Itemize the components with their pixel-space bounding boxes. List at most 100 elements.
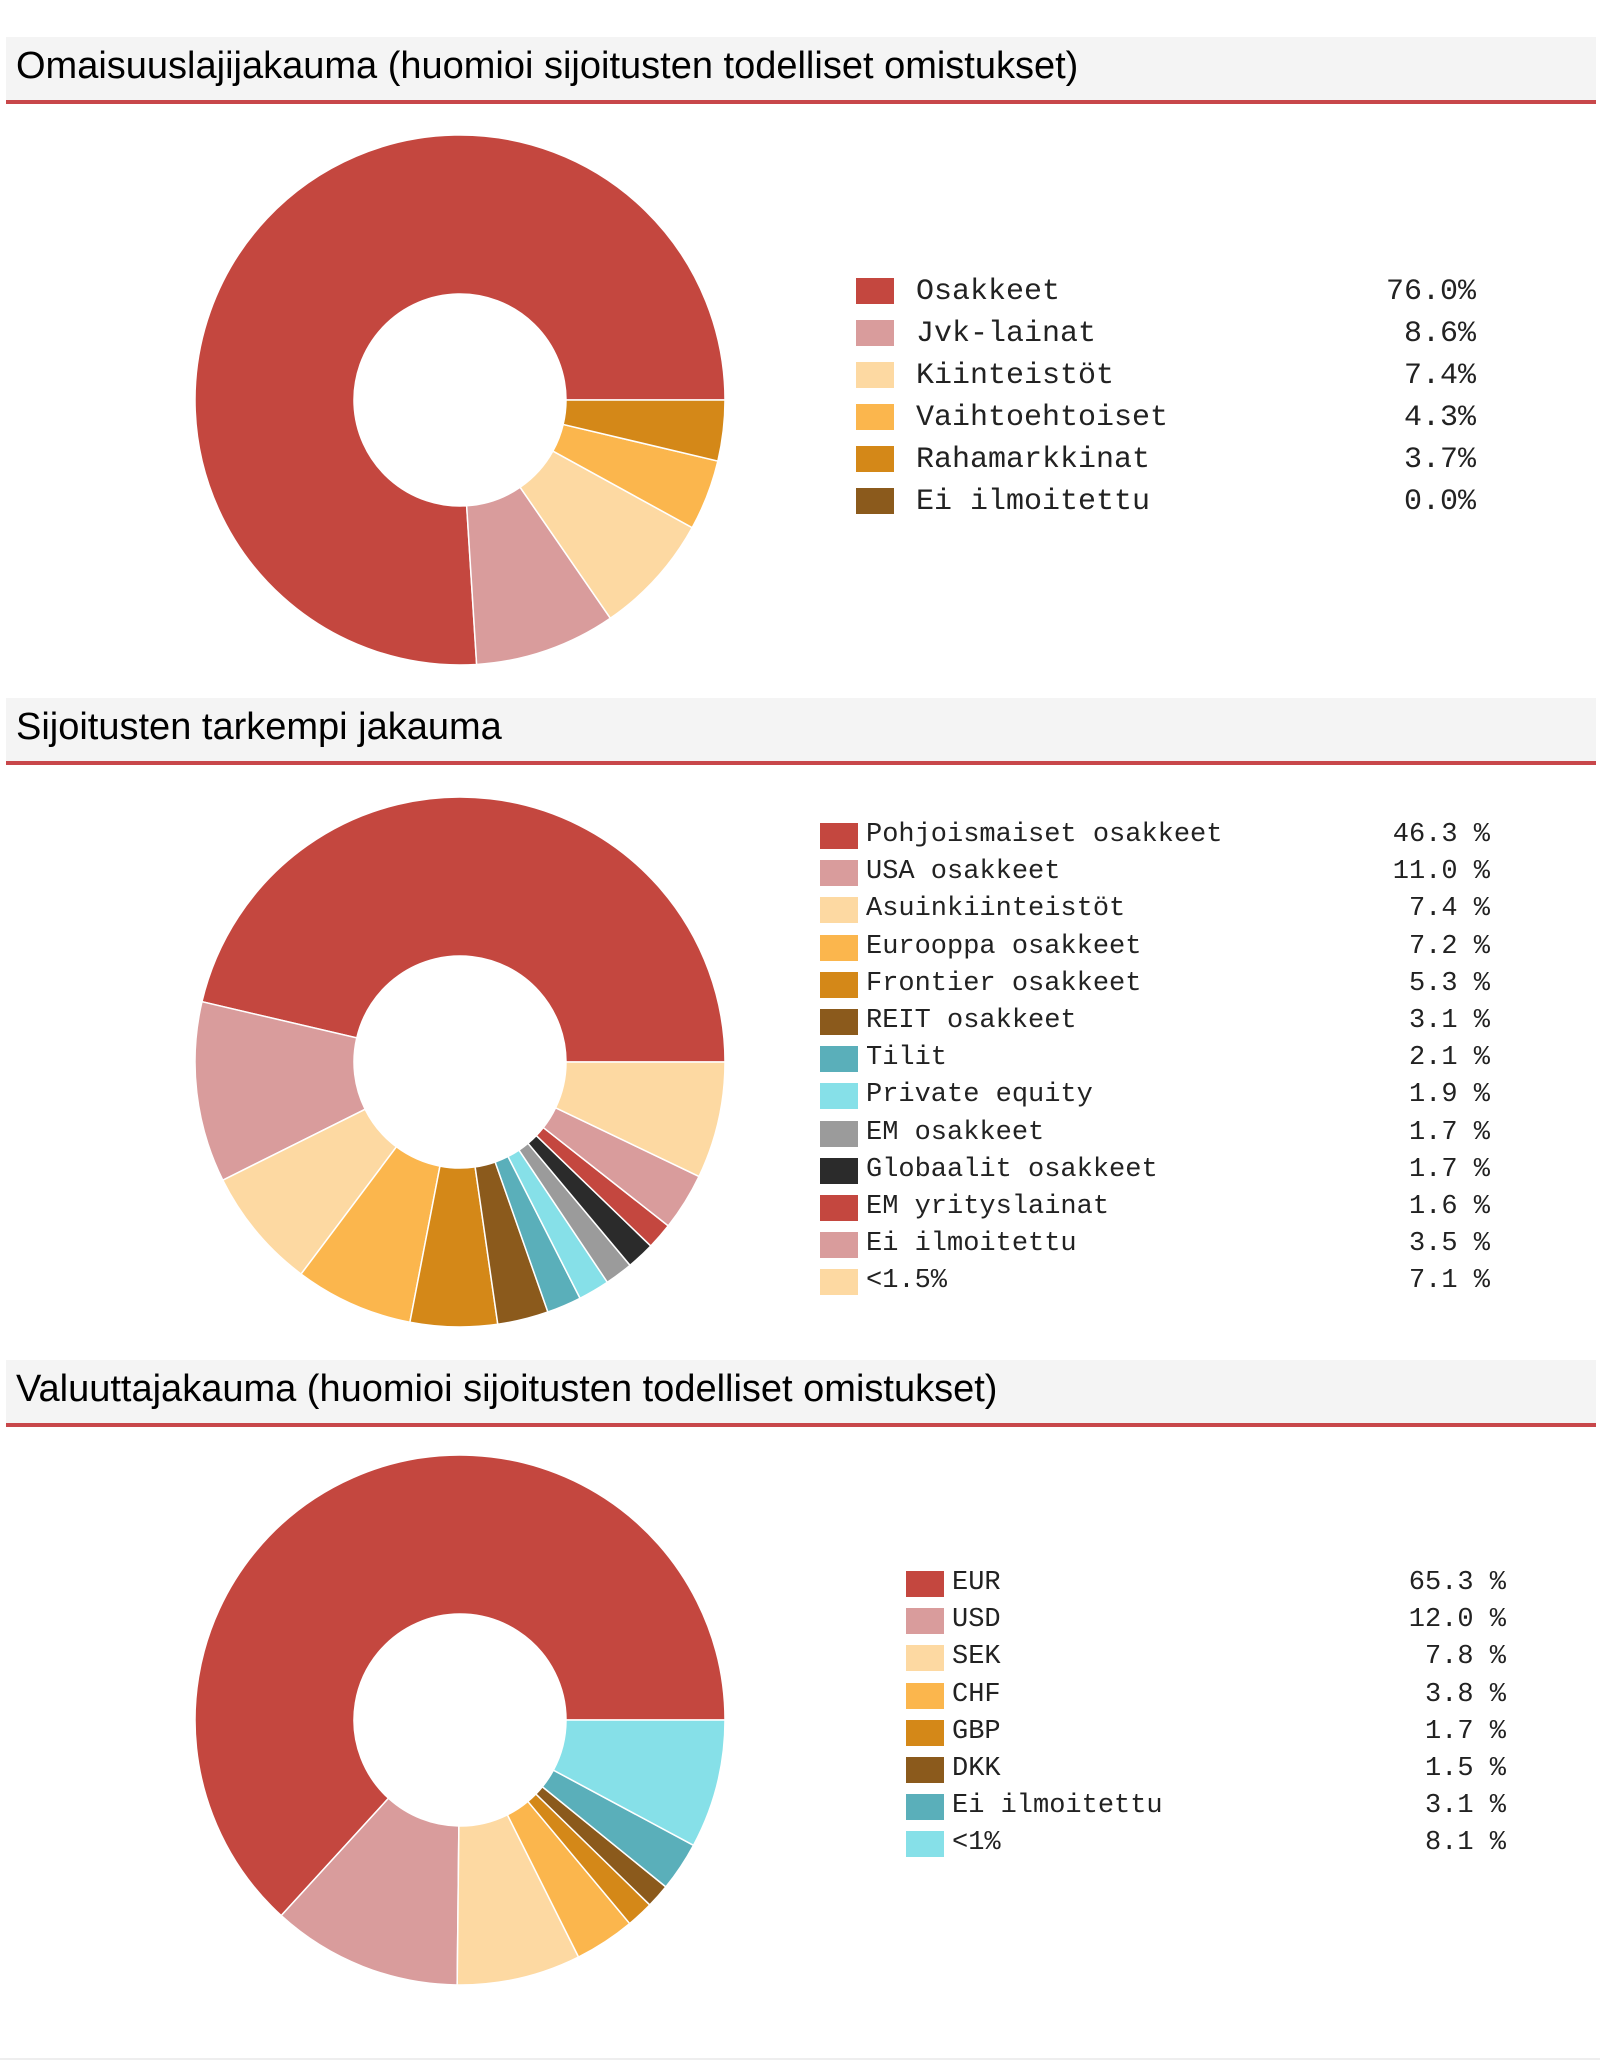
- legend-item: DKK 1.5 %: [906, 1754, 1526, 1784]
- bottom-divider: [0, 2058, 1600, 2060]
- legend-label: Osakkeet: [916, 275, 1061, 309]
- section-title: Sijoitusten tarkempi jakauma: [16, 706, 502, 748]
- legend-swatch: [820, 1009, 858, 1035]
- legend-item: EM yrityslainat 1.6 %: [820, 1192, 1520, 1222]
- legend-value: 1.5 %: [1424, 1754, 1506, 1784]
- legend-label: Rahamarkkinat: [916, 443, 1151, 477]
- pie-slice-frontier-osakkeet: [409, 1165, 499, 1328]
- legend-value: 1.9 %: [1408, 1080, 1490, 1111]
- donut-chart-detailed: [194, 796, 726, 1328]
- pie-slice-vaihtoehtoiset: [551, 423, 719, 529]
- legend-label: CHF: [952, 1679, 1001, 1710]
- legend-swatch: [856, 320, 894, 346]
- legend-item: Osakkeet 76.0%: [856, 275, 1516, 309]
- section-header-asset-class: Omaisuuslajijakauma (huomioi sijoitusten…: [6, 37, 1596, 104]
- pie-slice-tilit: [494, 1155, 582, 1313]
- legend-swatch: [906, 1608, 944, 1635]
- legend-item: Kiinteistöt 7.4%: [856, 359, 1516, 393]
- legend-label: DKK: [952, 1754, 1001, 1784]
- legend-item: Tilit 2.1 %: [820, 1043, 1520, 1073]
- legend-value: 4.3%: [1403, 401, 1476, 435]
- legend-item: USA osakkeet 11.0 %: [820, 857, 1520, 887]
- legend-item: EUR 65.3 %: [906, 1568, 1526, 1598]
- legend-value: 2.1 %: [1408, 1043, 1490, 1074]
- pie-slice-usd: [280, 1797, 460, 1986]
- legend-item: USD 12.0 %: [906, 1605, 1526, 1635]
- legend-swatch: [820, 971, 858, 998]
- legend-swatch: [856, 404, 894, 430]
- legend-value: 3.7%: [1403, 443, 1476, 477]
- legend-label: EUR: [952, 1568, 1001, 1598]
- legend-label: USA osakkeet: [866, 857, 1061, 888]
- legend-label: Eurooppa osakkeet: [866, 931, 1142, 962]
- donut-chart-asset-class: [194, 134, 726, 666]
- legend-label: Jvk-lainat: [916, 317, 1097, 351]
- legend-value: 7.4%: [1403, 359, 1476, 393]
- legend-item: Ei ilmoitettu 0.0%: [856, 485, 1516, 519]
- legend-item: Jvk-lainat 8.6%: [856, 317, 1516, 351]
- legend-swatch: [906, 1757, 944, 1783]
- legend-value: 3.1 %: [1424, 1791, 1506, 1822]
- legend-swatch: [906, 1831, 944, 1858]
- legend-value: 7.2 %: [1408, 931, 1490, 962]
- legend-label: Frontier osakkeet: [866, 968, 1142, 999]
- pie-slice-usa-osakkeet: [194, 1000, 367, 1182]
- legend-value: 12.0 %: [1408, 1605, 1506, 1636]
- legend-item: Rahamarkkinat 3.7%: [856, 443, 1516, 477]
- pie-slice-reit-osakkeet: [474, 1161, 549, 1326]
- legend-value: 0.0%: [1403, 485, 1476, 519]
- legend-swatch: [820, 823, 858, 849]
- legend-label: Tilit: [866, 1043, 948, 1074]
- pie-slice--1-5-: [554, 1061, 726, 1178]
- legend-value: 3.5 %: [1408, 1229, 1490, 1260]
- pie-slice-rahamarkkinat: [562, 399, 726, 462]
- legend-swatch: [820, 1157, 858, 1184]
- section-header-detailed: Sijoitusten tarkempi jakauma: [6, 698, 1596, 765]
- legend-swatch: [906, 1719, 944, 1746]
- legend-swatch: [856, 488, 894, 514]
- legend-label: Ei ilmoitettu: [866, 1229, 1077, 1260]
- legend-item: Private equity 1.9 %: [820, 1080, 1520, 1110]
- legend-swatch: [820, 1232, 858, 1259]
- legend-value: 3.8 %: [1424, 1679, 1506, 1710]
- section-title: Omaisuuslajijakauma (huomioi sijoitusten…: [16, 45, 1079, 87]
- pie-slice-ei-ilmoitettu: [541, 1769, 695, 1888]
- legend-label: Asuinkiinteistöt: [866, 894, 1126, 925]
- legend-label: REIT osakkeet: [866, 1006, 1077, 1036]
- legend-label: GBP: [952, 1716, 1001, 1747]
- pie-slice-gbp: [526, 1792, 651, 1925]
- pie-slice-chf: [506, 1800, 631, 1959]
- legend-value: 7.4 %: [1408, 894, 1490, 925]
- legend-item: Ei ilmoitettu 3.5 %: [820, 1229, 1520, 1259]
- legend-swatch: [820, 1195, 858, 1221]
- legend-item: Asuinkiinteistöt 7.4 %: [820, 894, 1520, 924]
- legend-swatch: [906, 1645, 944, 1672]
- legend-value: 1.6 %: [1408, 1192, 1490, 1222]
- legend-item: Ei ilmoitettu 3.1 %: [906, 1791, 1526, 1821]
- legend-item: EM osakkeet 1.7 %: [820, 1118, 1520, 1148]
- legend-value: 1.7 %: [1408, 1117, 1490, 1148]
- pie-slice-sek: [456, 1813, 580, 1986]
- legend-swatch: [820, 897, 858, 924]
- legend-value: 7.8 %: [1424, 1642, 1506, 1673]
- pie-slice-ei-ilmoitettu: [542, 1106, 701, 1227]
- legend-label: Pohjoismaiset osakkeet: [866, 820, 1223, 850]
- legend-label: Vaihtoehtoiset: [916, 401, 1169, 435]
- legend-swatch: [820, 1083, 858, 1110]
- legend-label: Private equity: [866, 1080, 1093, 1111]
- legend-value: 46.3 %: [1392, 820, 1490, 850]
- legend-swatch: [906, 1682, 944, 1709]
- legend-swatch: [820, 934, 858, 961]
- pie-slice-em-osakkeet: [517, 1142, 632, 1284]
- section-title: Valuuttajakauma (huomioi sijoitusten tod…: [16, 1368, 998, 1410]
- section-header-currency: Valuuttajakauma (huomioi sijoitusten tod…: [6, 1360, 1596, 1427]
- legend-label: <1.5%: [866, 1266, 948, 1297]
- pie-slice-eurooppa-osakkeet: [300, 1145, 441, 1324]
- legend-swatch: [856, 278, 894, 304]
- legend-label: SEK: [952, 1642, 1001, 1673]
- legend-label: <1%: [952, 1828, 1001, 1859]
- legend-item: CHF 3.8 %: [906, 1680, 1526, 1710]
- legend-value: 1.7 %: [1424, 1716, 1506, 1747]
- legend-item: GBP 1.7 %: [906, 1717, 1526, 1747]
- legend-swatch: [820, 1269, 858, 1296]
